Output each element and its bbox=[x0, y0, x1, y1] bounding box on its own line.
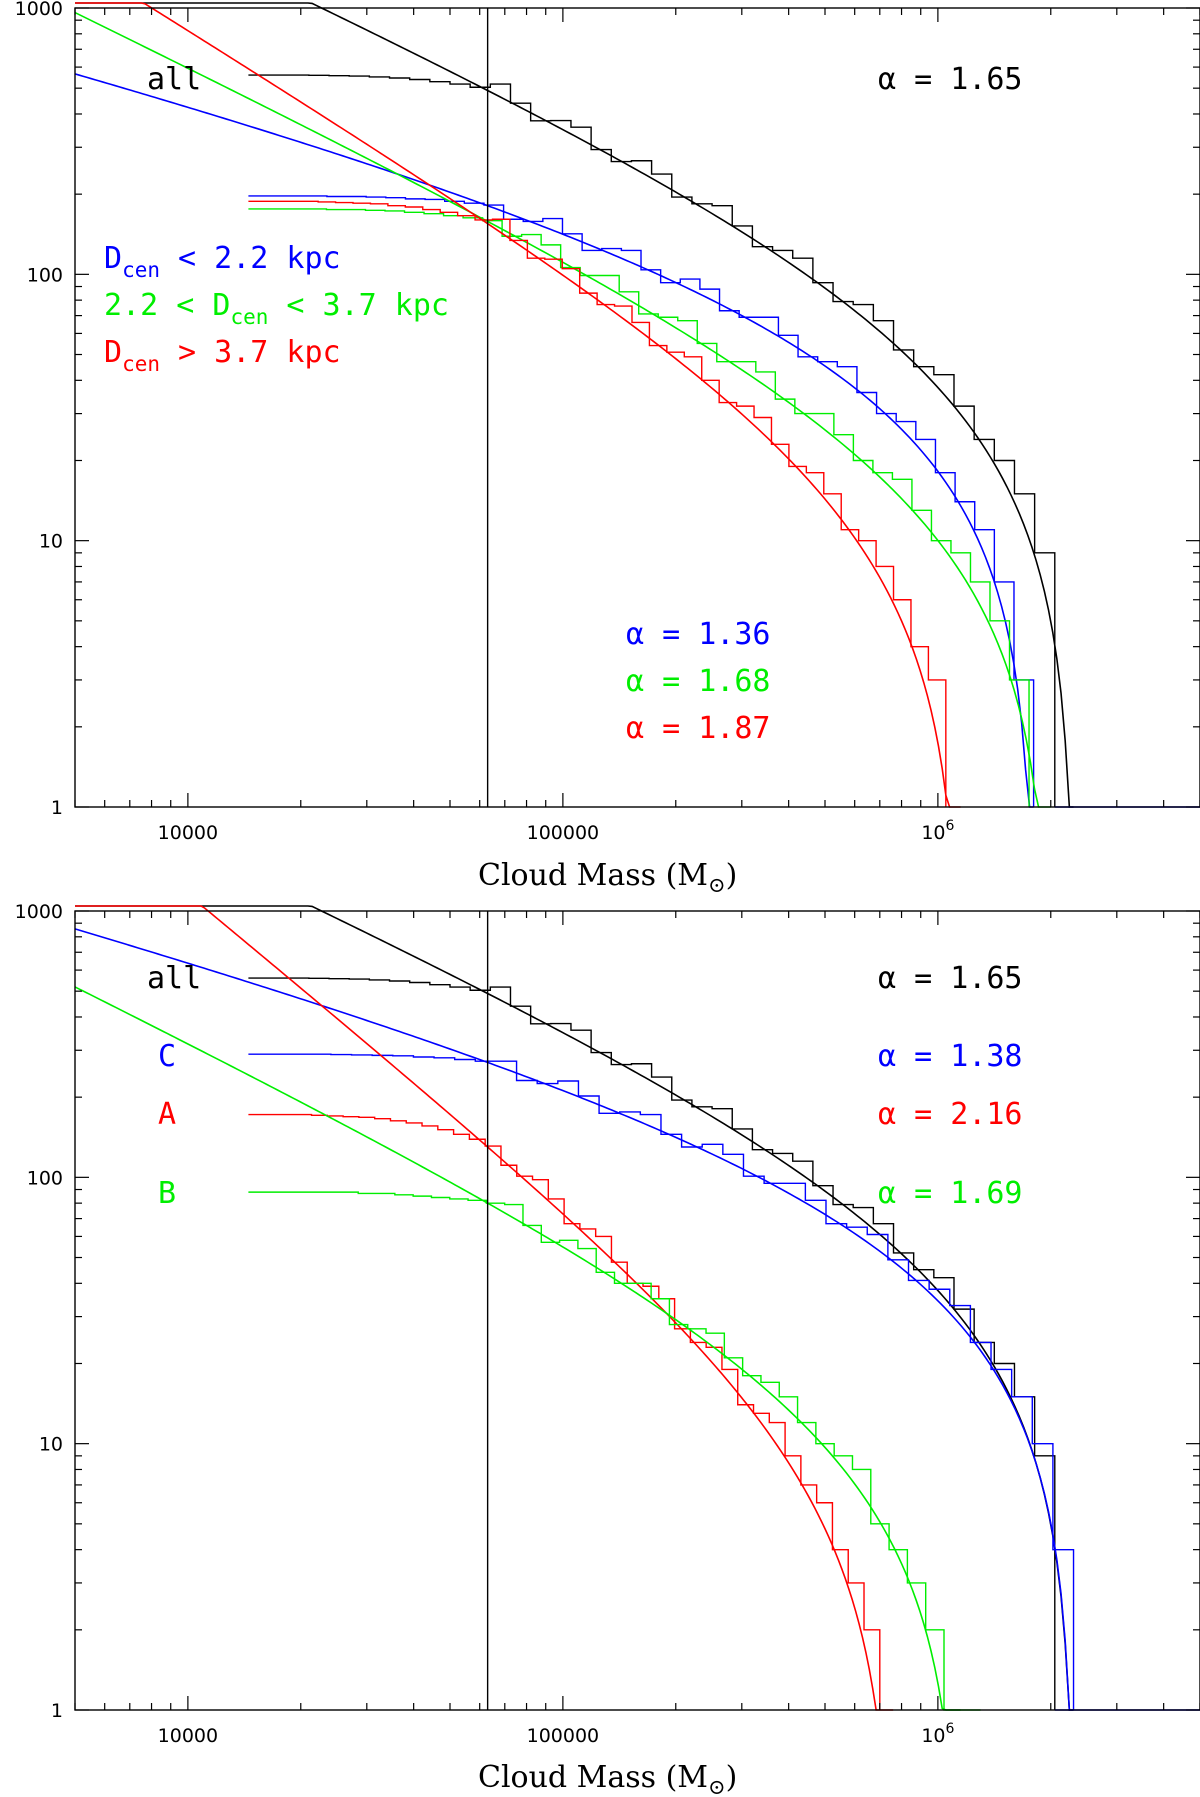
bottom-label-c: C bbox=[158, 1039, 176, 1074]
top-alpha-green: α = 1.68 bbox=[626, 664, 771, 699]
bottom-x-axis-title: Cloud Mass (M⊙) bbox=[478, 1760, 737, 1797]
bottom-fit-curve-b bbox=[74, 986, 961, 1711]
bottom-alpha-all: α = 1.65 bbox=[878, 961, 1023, 996]
bottom-label-all: all bbox=[147, 961, 201, 996]
top-y-tick-label: 1000 bbox=[15, 0, 63, 20]
bottom-histogram-c bbox=[248, 1053, 1075, 1710]
bottom-x-tick-label: 106 bbox=[921, 1721, 954, 1747]
bottom-y-tick-label: 1 bbox=[51, 1700, 63, 1722]
top-fit-curve-dcen-3-7-kpc bbox=[75, 2, 961, 808]
top-histogram-dcen-2-2-kpc bbox=[248, 195, 1035, 807]
top-legend-outer-disk: Dcen > 3.7 kpc bbox=[104, 335, 341, 376]
bottom-y-tick-label: 1000 bbox=[15, 901, 63, 923]
top-alpha-red: α = 1.87 bbox=[626, 711, 771, 746]
bottom-histogram-a bbox=[248, 1113, 881, 1710]
top-x-tick-label: 106 bbox=[921, 818, 954, 844]
top-x-tick-label: 10000 bbox=[158, 822, 218, 844]
bottom-alpha-a: α = 2.16 bbox=[878, 1097, 1023, 1132]
top-histogram-2-2-dcen-3-7-kpc bbox=[248, 208, 1030, 807]
top-y-tick-label: 1 bbox=[51, 797, 63, 819]
top-plot-frame bbox=[74, 7, 1200, 808]
top-alpha-blue: α = 1.36 bbox=[626, 617, 771, 652]
bottom-panel: 1 10 100 1000 10000 100000 106 all C A B α = 1… bbox=[15, 901, 1200, 1797]
bottom-fit-curve-a bbox=[75, 905, 894, 1711]
bottom-plot-frame bbox=[74, 910, 1200, 1711]
bottom-alpha-b: α = 1.69 bbox=[878, 1176, 1023, 1211]
bottom-label-b: B bbox=[158, 1176, 176, 1211]
top-label-all: all bbox=[147, 62, 201, 97]
top-histogram-all bbox=[248, 74, 1056, 807]
top-fit-curve-2-2-dcen-3-7-kpc bbox=[74, 11, 1051, 808]
top-legend-mid-disk: 2.2 < Dcen < 3.7 kpc bbox=[104, 288, 449, 329]
top-y-tick-label: 10 bbox=[39, 531, 63, 553]
top-panel: 1 10 100 1000 10000 100000 106 all α = 1.65 Dc… bbox=[15, 0, 1200, 897]
bottom-fit-curve-c bbox=[74, 928, 1074, 1711]
top-x-tick-label: 100000 bbox=[527, 822, 600, 844]
top-legend-inner-disk: Dcen < 2.2 kpc bbox=[104, 241, 341, 282]
top-fit-curve-dcen-2-2-kpc bbox=[74, 73, 1034, 808]
bottom-y-tick-label: 100 bbox=[27, 1167, 63, 1189]
top-axis-ticks: 1 10 100 1000 10000 100000 106 bbox=[15, 0, 1200, 844]
bottom-x-tick-label: 10000 bbox=[158, 1725, 218, 1747]
top-series-layer bbox=[74, 2, 1200, 808]
top-x-axis-title: Cloud Mass (M⊙) bbox=[478, 858, 737, 897]
top-fit-curve-all bbox=[75, 2, 1074, 808]
top-alpha-all: α = 1.65 bbox=[878, 62, 1023, 97]
top-y-tick-label: 100 bbox=[27, 264, 63, 286]
top-histogram-dcen-3-7-kpc bbox=[248, 200, 947, 807]
bottom-axis-ticks: 1 10 100 1000 10000 100000 106 bbox=[15, 901, 1200, 1747]
bottom-histogram-all bbox=[248, 977, 1056, 1710]
bottom-histogram-b bbox=[248, 1191, 981, 1711]
bottom-alpha-c: α = 1.38 bbox=[878, 1039, 1023, 1074]
bottom-series-layer bbox=[74, 905, 1200, 1711]
bottom-x-tick-label: 100000 bbox=[527, 1725, 600, 1747]
bottom-y-tick-label: 10 bbox=[39, 1434, 63, 1456]
bottom-fit-curve-all bbox=[75, 905, 1074, 1711]
bottom-label-a: A bbox=[158, 1097, 176, 1132]
